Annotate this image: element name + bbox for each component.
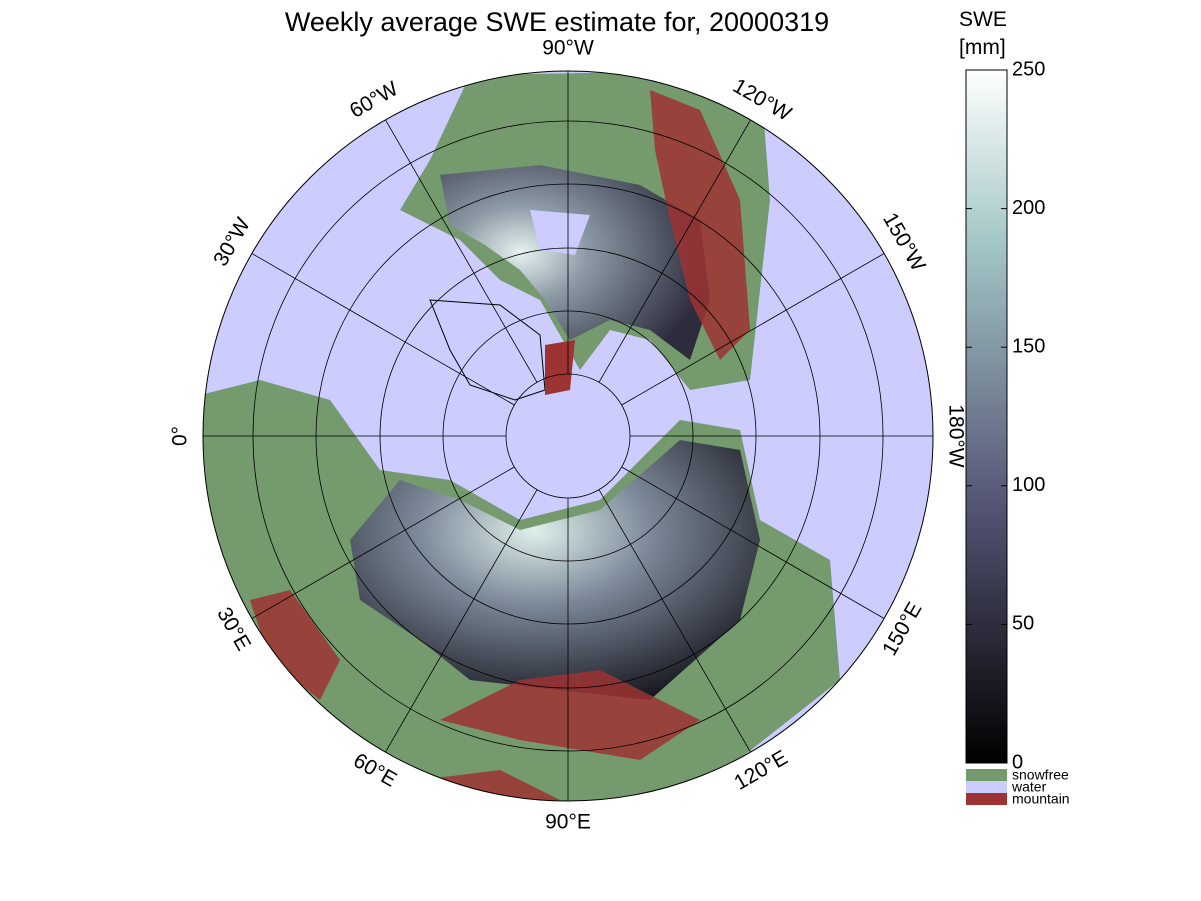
meridian bbox=[251, 466, 515, 619]
meridian bbox=[385, 119, 538, 383]
meridian bbox=[385, 489, 538, 753]
colorbar-tick-label: 0 bbox=[1012, 751, 1023, 773]
map bbox=[203, 71, 933, 801]
meridian-label: 90°W bbox=[542, 37, 594, 60]
legend-label: mountain bbox=[1012, 791, 1070, 807]
mountain-patch bbox=[545, 340, 575, 395]
north-america-snow bbox=[440, 165, 710, 360]
meridian bbox=[621, 253, 885, 406]
legend-swatch bbox=[966, 769, 1007, 781]
legend-swatch bbox=[966, 793, 1007, 805]
meridian bbox=[598, 489, 751, 753]
meridian-label: 90°E bbox=[545, 811, 591, 834]
legend-label: snowfree bbox=[1012, 767, 1069, 783]
meridian bbox=[598, 119, 751, 383]
himalaya-mountain bbox=[440, 670, 700, 760]
legend-swatch bbox=[966, 781, 1007, 793]
eurasia-snow bbox=[350, 440, 760, 700]
colorbar-tick-label: 250 bbox=[1012, 58, 1045, 80]
greenland-outline bbox=[429, 299, 546, 401]
colorbar bbox=[965, 69, 1008, 764]
colorbar-tick-label: 150 bbox=[1012, 335, 1045, 357]
meridian bbox=[621, 466, 885, 619]
hudson-bay bbox=[530, 210, 590, 255]
title: Weekly average SWE estimate for, 2000031… bbox=[285, 7, 829, 37]
legend-label: water bbox=[1011, 779, 1047, 795]
colorbar-label: [mm] bbox=[959, 36, 1006, 59]
colorbar-tick-label: 100 bbox=[1012, 474, 1045, 496]
colorbar-tick-label: 50 bbox=[1012, 613, 1034, 635]
meridian-label: 180°W bbox=[944, 404, 967, 467]
colorbar-tick-label: 200 bbox=[1012, 197, 1045, 219]
rockies-mountain bbox=[650, 90, 750, 360]
meridian-label: 0° bbox=[169, 426, 192, 446]
colorbar-label: SWE bbox=[959, 8, 1007, 31]
alps-mountain bbox=[250, 590, 340, 700]
meridian bbox=[251, 253, 515, 406]
